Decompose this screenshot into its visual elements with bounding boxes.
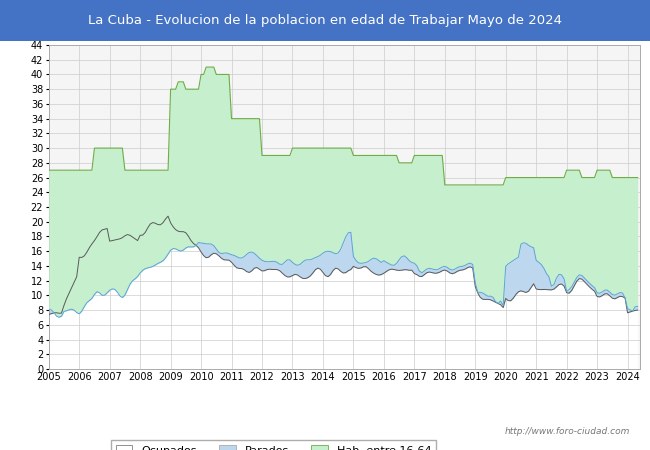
- Text: La Cuba - Evolucion de la poblacion en edad de Trabajar Mayo de 2024: La Cuba - Evolucion de la poblacion en e…: [88, 14, 562, 27]
- Text: http://www.foro-ciudad.com: http://www.foro-ciudad.com: [505, 428, 630, 436]
- Legend: Ocupados, Parados, Hab. entre 16-64: Ocupados, Parados, Hab. entre 16-64: [111, 440, 436, 450]
